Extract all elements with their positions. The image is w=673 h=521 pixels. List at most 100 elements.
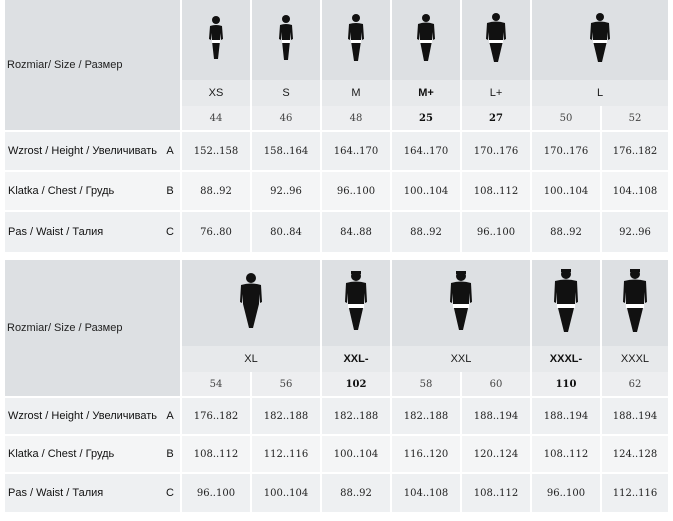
cell-value: 96..100 bbox=[462, 212, 532, 252]
size-label: L+ bbox=[462, 80, 532, 106]
row-letter: B bbox=[160, 436, 182, 474]
row-label-height: Wzrost / Height / Увеличивать bbox=[5, 398, 160, 436]
cell-value: 88..92 bbox=[532, 212, 602, 252]
cell-value: 182..188 bbox=[392, 398, 462, 436]
size-code: 56 bbox=[252, 372, 322, 398]
size-code: 44 bbox=[182, 106, 252, 132]
size-label: L bbox=[532, 80, 668, 106]
cell-value: 124..128 bbox=[602, 436, 668, 474]
model-figure-icon bbox=[619, 268, 651, 334]
model-figure-icon bbox=[341, 270, 371, 332]
figure-m bbox=[322, 0, 392, 80]
cell-value: 158..164 bbox=[252, 132, 322, 172]
model-figure-icon bbox=[482, 12, 510, 64]
cell-value: 100..104 bbox=[322, 436, 392, 474]
cell-value: 88..92 bbox=[182, 172, 252, 212]
size-code: 60 bbox=[462, 372, 532, 398]
cell-value: 176..182 bbox=[602, 132, 668, 172]
cell-value: 152..158 bbox=[182, 132, 252, 172]
row-label-waist: Pas / Waist / Талия bbox=[5, 212, 160, 252]
cell-value: 188..194 bbox=[462, 398, 532, 436]
size-code: 27 bbox=[462, 106, 532, 132]
cell-value: 112..116 bbox=[602, 474, 668, 512]
size-label: XL bbox=[182, 346, 322, 372]
cell-value: 120..124 bbox=[462, 436, 532, 474]
size-label: XXXL bbox=[602, 346, 668, 372]
row-letter: A bbox=[160, 132, 182, 172]
size-code: 48 bbox=[322, 106, 392, 132]
table-row: Pas / Waist / Талия C 96..100 100..104 8… bbox=[5, 474, 668, 512]
cell-value: 100..104 bbox=[392, 172, 462, 212]
row-label-chest: Klatka / Chest / Грудь bbox=[5, 172, 160, 212]
figure-xxl bbox=[392, 260, 532, 346]
cell-value: 108..112 bbox=[182, 436, 252, 474]
cell-value: 188..194 bbox=[602, 398, 668, 436]
figure-l-plus bbox=[462, 0, 532, 80]
cell-value: 104..108 bbox=[602, 172, 668, 212]
cell-value: 104..108 bbox=[392, 474, 462, 512]
figure-xxxl-minus bbox=[532, 260, 602, 346]
cell-value: 92..96 bbox=[602, 212, 668, 252]
table-row: Wzrost / Height / Увеличивать A 152..158… bbox=[5, 132, 668, 172]
size-code: 46 bbox=[252, 106, 322, 132]
size-label: S bbox=[252, 80, 322, 106]
model-figure-icon bbox=[586, 12, 614, 64]
size-code: 58 bbox=[392, 372, 462, 398]
size-code: 102 bbox=[322, 372, 392, 398]
cell-value: 88..92 bbox=[322, 474, 392, 512]
cell-value: 116..120 bbox=[392, 436, 462, 474]
cell-value: 92..96 bbox=[252, 172, 322, 212]
table-row: Klatka / Chest / Грудь B 108..112 112..1… bbox=[5, 436, 668, 474]
figure-l bbox=[532, 0, 668, 80]
figure-xxl-minus bbox=[322, 260, 392, 346]
model-figure-icon bbox=[236, 272, 266, 330]
cell-value: 170..176 bbox=[462, 132, 532, 172]
cell-value: 182..188 bbox=[252, 398, 322, 436]
cell-value: 96..100 bbox=[182, 474, 252, 512]
size-label: M bbox=[322, 80, 392, 106]
table-row: Wzrost / Height / Увеличивать A 176..182… bbox=[5, 398, 668, 436]
size-label: XXXL- bbox=[532, 346, 602, 372]
size-code: 52 bbox=[602, 106, 668, 132]
cell-value: 164..170 bbox=[392, 132, 462, 172]
cell-value: 100..104 bbox=[532, 172, 602, 212]
size-label: XS bbox=[182, 80, 252, 106]
model-figure-icon bbox=[205, 15, 227, 61]
figure-s bbox=[252, 0, 322, 80]
cell-value: 96..100 bbox=[322, 172, 392, 212]
row-letter: A bbox=[160, 398, 182, 436]
model-figure-icon bbox=[275, 14, 297, 62]
cell-value: 108..112 bbox=[462, 474, 532, 512]
size-label: XXL- bbox=[322, 346, 392, 372]
figure-xs bbox=[182, 0, 252, 80]
row-label-chest: Klatka / Chest / Грудь bbox=[5, 436, 160, 474]
model-figure-icon bbox=[413, 13, 439, 63]
model-figure-icon bbox=[550, 268, 582, 334]
size-header-label: Rozmiar/ Size / Размер bbox=[5, 260, 182, 398]
size-code: 25 bbox=[392, 106, 462, 132]
figure-xl bbox=[182, 260, 322, 346]
size-label: XXL bbox=[392, 346, 532, 372]
size-code: 110 bbox=[532, 372, 602, 398]
cell-value: 88..92 bbox=[392, 212, 462, 252]
cell-value: 176..182 bbox=[182, 398, 252, 436]
figure-xxxl bbox=[602, 260, 668, 346]
cell-value: 112..116 bbox=[252, 436, 322, 474]
size-table-1: Rozmiar/ Size / Размер XS S M M+ L+ L 44… bbox=[5, 0, 668, 252]
row-label-height: Wzrost / Height / Увеличивать bbox=[5, 132, 160, 172]
size-header-label: Rozmiar/ Size / Размер bbox=[5, 0, 182, 132]
table-row: Klatka / Chest / Грудь B 88..92 92..96 9… bbox=[5, 172, 668, 212]
cell-value: 182..188 bbox=[322, 398, 392, 436]
cell-value: 96..100 bbox=[532, 474, 602, 512]
size-code: 54 bbox=[182, 372, 252, 398]
size-code: 50 bbox=[532, 106, 602, 132]
size-code: 62 bbox=[602, 372, 668, 398]
row-letter: C bbox=[160, 212, 182, 252]
size-label: M+ bbox=[392, 80, 462, 106]
size-table-2: Rozmiar/ Size / Размер XL XXL- XXL XXXL-… bbox=[5, 260, 668, 512]
cell-value: 170..176 bbox=[532, 132, 602, 172]
cell-value: 108..112 bbox=[532, 436, 602, 474]
table-row: Pas / Waist / Талия C 76..80 80..84 84..… bbox=[5, 212, 668, 252]
cell-value: 108..112 bbox=[462, 172, 532, 212]
